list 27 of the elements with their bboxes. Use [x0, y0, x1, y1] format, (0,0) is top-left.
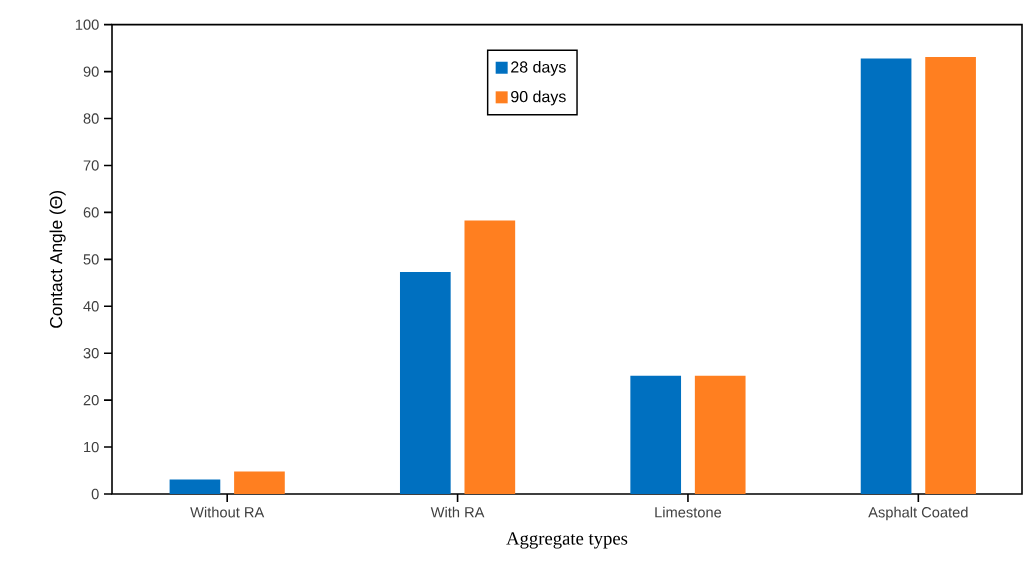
bar: [925, 57, 976, 494]
y-tick-label: 100: [75, 19, 99, 30]
bar: [694, 375, 746, 494]
y-tick-label: 60: [83, 207, 99, 218]
y-tick-label: 50: [83, 254, 99, 265]
bar: [464, 220, 516, 494]
bar: [630, 375, 682, 494]
y-tick-label: 40: [83, 301, 99, 312]
x-tick-label: Limestone: [655, 506, 722, 518]
y-tick-label: 0: [91, 488, 99, 500]
y-tick-label: 70: [83, 160, 99, 171]
y-tick-label: 20: [83, 394, 99, 406]
y-tick-label: 80: [83, 113, 99, 124]
legend-label: 90 days: [511, 90, 566, 106]
y-tick-label: 30: [83, 348, 99, 359]
bar: [399, 272, 451, 494]
x-tick-label: Without RA: [190, 506, 265, 518]
y-axis-title: Contact Angle (Θ): [49, 191, 66, 328]
bar: [860, 58, 912, 494]
bar: [169, 479, 221, 494]
x-axis-title: Aggregate types: [506, 532, 628, 549]
x-tick-label: Asphalt Coated: [868, 506, 968, 521]
bar: [234, 471, 285, 494]
legend-label: 28 days: [511, 60, 566, 76]
x-tick-label: With RA: [430, 506, 485, 518]
y-tick-label: 10: [84, 441, 99, 453]
y-tick-label: 90: [83, 66, 99, 77]
